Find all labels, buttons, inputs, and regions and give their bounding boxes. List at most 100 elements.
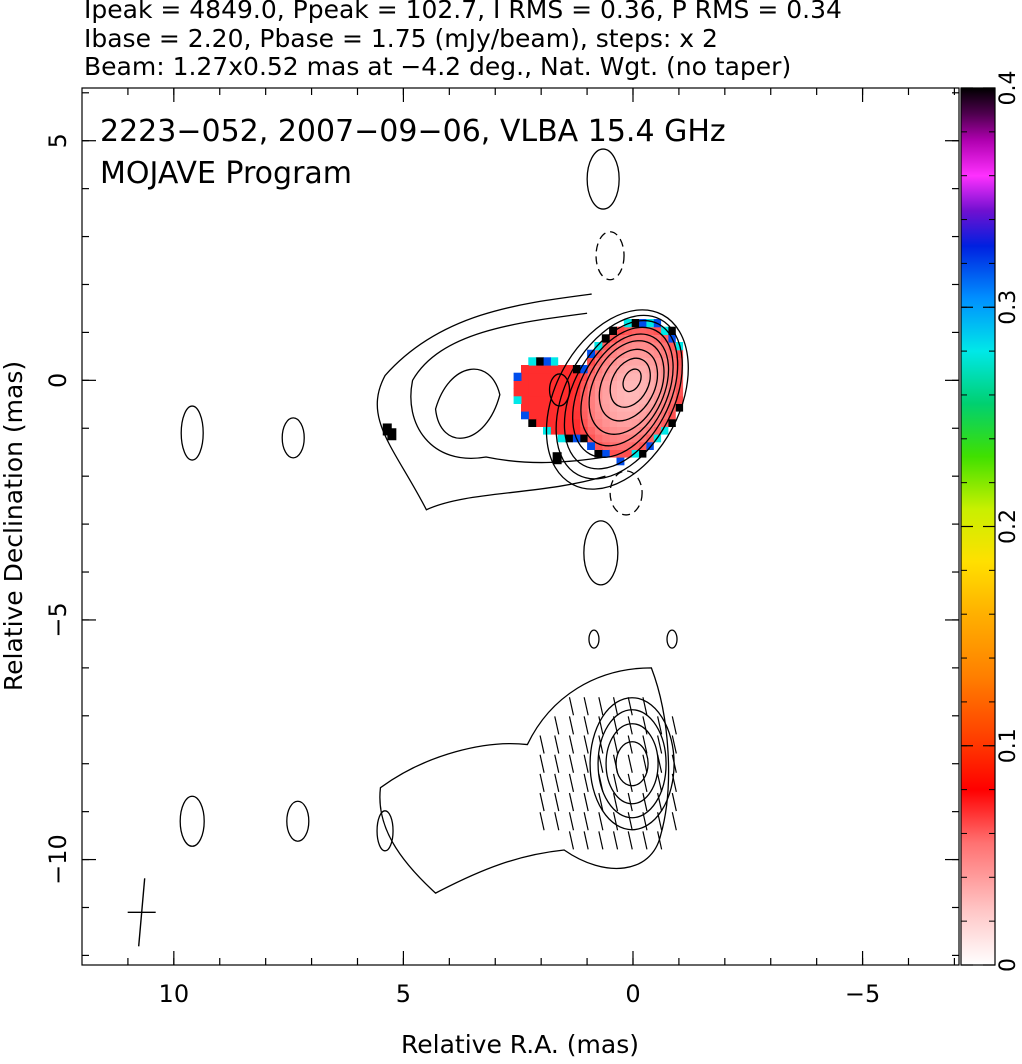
polarization-pixel — [653, 418, 662, 427]
polarization-pixel — [587, 365, 595, 374]
polarization-pixel — [557, 395, 566, 404]
pol-vector — [554, 773, 560, 793]
polarization-pixel — [631, 388, 640, 397]
pol-vector — [583, 735, 589, 754]
polarization-pixel — [579, 365, 588, 374]
pol-vector — [583, 754, 589, 773]
polarization-pixel — [623, 434, 632, 443]
polarization-pixel — [535, 380, 544, 389]
pol-vector — [657, 754, 663, 773]
polarization-pixel — [550, 411, 559, 420]
polarization-pixel — [535, 372, 544, 381]
polarization-pixel — [594, 403, 603, 412]
pol-vector — [583, 831, 589, 850]
polarization-pixel — [601, 342, 610, 351]
polarization-pixel — [631, 349, 640, 358]
polarization-pixels — [382, 319, 684, 466]
polarization-pixel — [638, 326, 647, 335]
pol-vector — [612, 754, 619, 773]
polarization-pixel — [675, 342, 684, 351]
polarization-pixel — [609, 411, 617, 420]
polarization-pixel — [623, 334, 632, 343]
source-annotation: 2223−052, 2007−09−06, VLBA 15.4 GHz — [100, 114, 726, 149]
polarization-pixel — [601, 403, 610, 412]
polarization-pixel — [609, 403, 617, 412]
polarization-pixel — [653, 342, 662, 351]
polarization-pixel — [601, 395, 610, 404]
polarization-pixel — [638, 334, 647, 343]
polarization-pixel — [645, 388, 654, 397]
polarization-pixel — [623, 449, 632, 458]
pol-vector — [568, 812, 575, 831]
polarization-pixel — [565, 365, 573, 374]
polarization-pixel — [616, 372, 625, 381]
polarization-pixel — [660, 349, 669, 358]
polarization-pixel — [675, 395, 684, 404]
x-axis-label: Relative R.A. (mas) — [401, 1030, 639, 1059]
polarization-pixel — [638, 357, 647, 366]
pol-vector — [612, 812, 619, 831]
polarization-pixel — [675, 403, 684, 412]
polarization-pixel — [572, 395, 581, 404]
contour — [609, 470, 643, 516]
polarization-pixel — [579, 411, 588, 420]
polarization-pixel — [535, 418, 544, 427]
pol-vector — [612, 773, 619, 793]
pol-vector — [671, 812, 677, 831]
polarization-pixel — [594, 349, 603, 358]
polarization-pixel — [653, 334, 662, 343]
polarization-pixel — [660, 403, 669, 412]
polarization-pixel — [565, 395, 573, 404]
polarization-pixel — [521, 372, 529, 381]
total-intensity-contours — [179, 148, 689, 847]
pol-vector — [657, 735, 663, 754]
colorbar-tick-label: 0.2 — [996, 509, 1021, 544]
polarization-pixel — [631, 403, 640, 412]
polarization-pixel — [638, 418, 647, 427]
contour — [563, 319, 679, 470]
polarization-pixel — [557, 403, 566, 412]
pol-vector — [627, 697, 633, 716]
x-tick-label: −5 — [845, 980, 880, 1008]
polarization-pixel — [660, 418, 669, 427]
polarization-pixel — [623, 342, 632, 351]
polarization-pixel — [594, 395, 603, 404]
polarization-pixel — [557, 418, 566, 427]
colorbar-ticks: 0 0.1 0.2 0.3 0.4 — [961, 71, 1021, 972]
pol-vector — [612, 697, 619, 716]
polarization-pixel — [631, 418, 640, 427]
polarization-pixel — [535, 403, 544, 412]
polarization-pixel — [572, 380, 581, 389]
pol-vector — [539, 773, 545, 793]
polarization-pixel — [638, 426, 647, 435]
polarization-pixel — [667, 357, 676, 366]
polarization-pixel — [550, 380, 559, 389]
polarization-pixel — [631, 342, 640, 351]
pol-vector — [598, 773, 604, 793]
polarization-pixel — [660, 357, 669, 366]
polarization-pixel — [601, 388, 610, 397]
pol-vector — [642, 735, 648, 754]
pol-vector — [568, 754, 575, 773]
polarization-pixel — [587, 380, 595, 389]
pol-vector — [671, 773, 677, 793]
pol-vector — [657, 812, 663, 831]
pol-vector — [598, 754, 604, 773]
polarization-pixel — [631, 395, 640, 404]
contour — [179, 795, 205, 847]
polarization-pixel — [631, 434, 640, 443]
pol-vector — [554, 754, 560, 773]
polarization-pixel — [543, 388, 551, 397]
polarization-pixel — [609, 426, 617, 435]
polarization-pixel — [550, 395, 559, 404]
pol-vector — [642, 831, 648, 850]
lower-contours — [376, 667, 677, 894]
header-line-3: Beam: 1.27x0.52 mas at −4.2 deg., Nat. W… — [84, 52, 791, 81]
polarization-pixel — [572, 365, 581, 374]
polarization-pixel — [616, 434, 625, 443]
pol-vector — [568, 735, 575, 754]
contour — [281, 417, 305, 459]
polarization-pixel — [645, 418, 654, 427]
polarization-pixel — [645, 380, 654, 389]
polarization-pixel — [601, 449, 610, 458]
